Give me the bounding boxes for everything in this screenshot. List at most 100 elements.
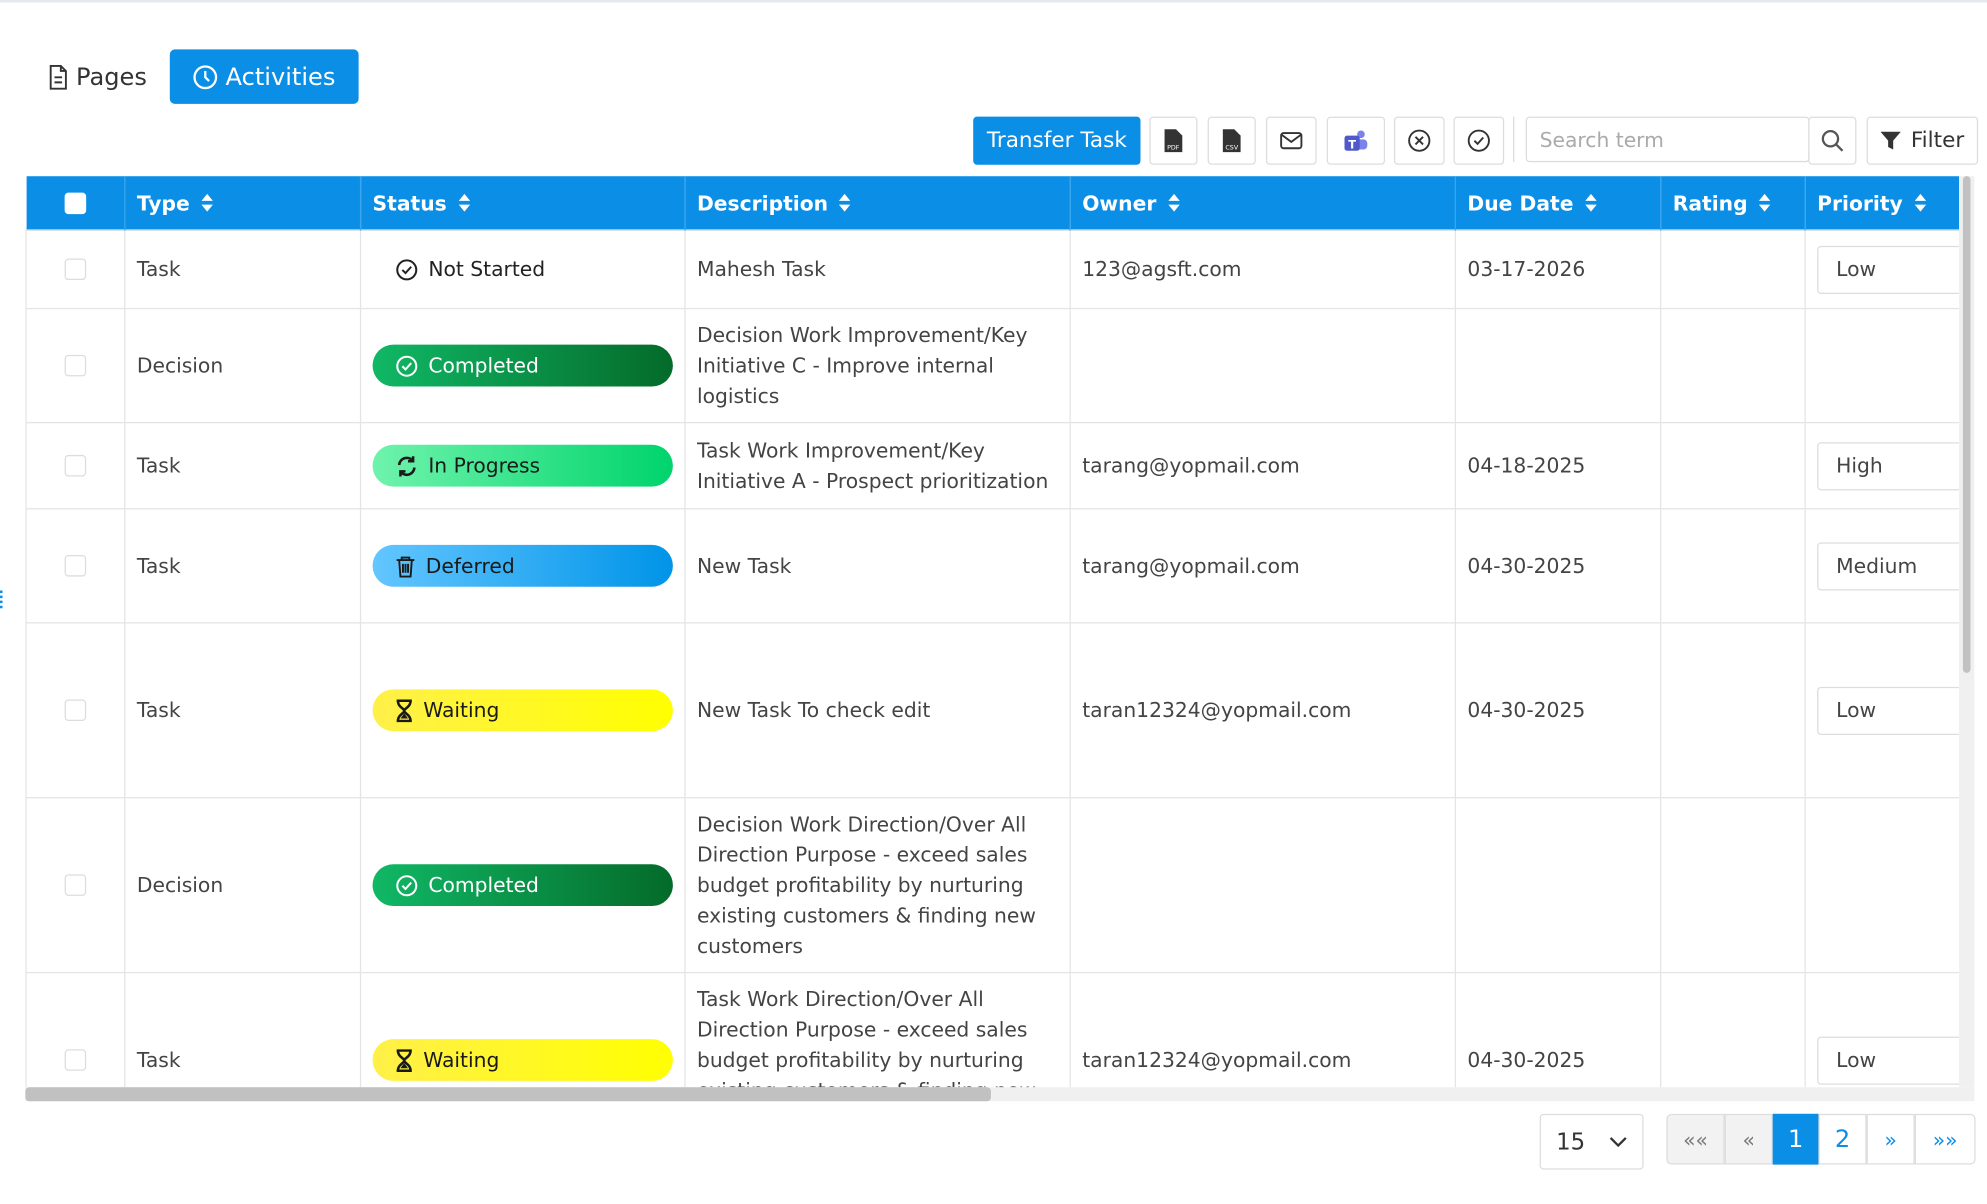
type-cell: Decision [124,307,362,424]
row-select[interactable] [25,229,126,310]
column-header[interactable]: Owner [1070,176,1457,230]
select-all[interactable] [25,176,126,230]
search-input[interactable]: Search term [1525,116,1810,163]
pager-button[interactable]: » [1866,1113,1915,1165]
status-cell: In Progress [359,421,686,510]
type-cell: Task [124,421,362,510]
activities-table: Type Status Description Owner Due Date Rating… [25,176,1960,1088]
cancel-button[interactable] [1393,116,1445,165]
status-cell: Waiting [359,622,686,799]
rating-cell [1660,307,1806,424]
header-label: Description [696,190,829,215]
description: New Task To check edit [696,697,931,722]
row-select[interactable] [25,421,126,510]
owner-cell: taran12324@yopmail.com [1069,622,1457,799]
status-label: Deferred [425,553,515,578]
status-cell: Completed [359,307,686,424]
priority: High [1836,453,1883,478]
complete-button[interactable] [1453,116,1505,165]
row-select[interactable] [25,622,126,799]
owner-cell [1069,797,1457,974]
side-handle [0,590,6,609]
priority-select[interactable]: Low [1817,686,1959,735]
type-cell: Decision [124,797,362,974]
priority-select[interactable]: High [1817,441,1959,490]
column-header[interactable]: Due Date [1455,176,1662,230]
filter-button[interactable]: Filter [1866,116,1979,165]
description-cell: Decision Work Direction/Over All Directi… [684,797,1071,974]
description-cell: New Task To check edit [684,622,1071,799]
description-cell: Decision Work Improvement/Key Initiative… [684,307,1071,424]
owner-cell: 123@agsft.com [1069,229,1457,310]
description-cell: Task Work Direction/Over All Direction P… [684,971,1071,1088]
table-row: Task Waiting New Task To check edit taran12… [25,622,1960,799]
description: Task Work Improvement/Key Initiative A -… [696,437,1049,493]
header-label: Due Date [1467,190,1574,215]
owner-cell: tarang@yopmail.com [1069,421,1457,510]
row-select[interactable] [25,307,126,424]
description-cell: Task Work Improvement/Key Initiative A -… [684,421,1071,510]
description: New Task [696,553,792,578]
priority-select[interactable]: Low [1817,1035,1959,1085]
status-label: In Progress [428,453,541,478]
column-header[interactable]: Priority [1805,176,1960,230]
description: Decision Work Direction/Over All Directi… [696,811,1036,958]
pager-button[interactable]: « [1724,1113,1773,1165]
pager-button[interactable]: 2 [1818,1113,1867,1165]
teams-button[interactable]: T [1326,116,1386,165]
pager-button[interactable]: 1 [1772,1113,1819,1165]
priority-cell: Low [1804,971,1960,1088]
rating-cell [1660,797,1806,974]
svg-text:CSV: CSV [1225,145,1238,152]
header-label: Status [372,190,447,215]
transfer-task-button[interactable]: Transfer Task [973,116,1141,165]
v-scroll-track [1959,176,1975,1088]
due-date: 04-18-2025 [1467,453,1586,478]
svg-text:PDF: PDF [1167,145,1180,152]
column-header[interactable]: Status [360,176,686,230]
type-cell: Task [124,508,362,624]
h-scroll-track [25,1087,1975,1102]
due-date: 04-30-2025 [1467,1047,1586,1072]
column-header[interactable]: Description [684,176,1071,230]
priority-select[interactable]: Medium [1817,541,1959,590]
row-select[interactable] [25,971,126,1088]
priority: Low [1836,256,1877,281]
status-cell: Deferred [359,508,686,624]
owner-cell [1069,307,1457,424]
svg-text:T: T [1348,137,1356,151]
page-size-select[interactable]: 15 [1539,1113,1644,1170]
description: Task Work Direction/Over All Direction P… [696,986,1036,1088]
csv-button[interactable]: CSV [1207,116,1256,165]
pager-button[interactable]: «« [1666,1113,1725,1165]
type-cell: Task [124,229,362,310]
column-header[interactable]: Type [124,176,362,230]
email-button[interactable] [1265,116,1317,165]
priority: Low [1836,1047,1877,1072]
owner: 123@agsft.com [1082,256,1242,281]
description-cell: Mahesh Task [684,229,1071,310]
priority-cell: Low [1804,622,1960,799]
pager-button[interactable]: »» [1914,1113,1976,1165]
table-row: Decision Completed Decision Work Improveme… [25,307,1960,424]
status-label: Waiting [423,697,500,722]
owner: tarang@yopmail.com [1082,453,1300,478]
row-select[interactable] [25,797,126,974]
header-label: Priority [1817,190,1903,215]
search-button[interactable] [1808,116,1857,165]
pdf-button[interactable]: PDF [1149,116,1198,165]
page-size: 15 [1556,1128,1586,1156]
priority-select[interactable]: Low [1817,245,1959,294]
due-date: 04-30-2025 [1467,553,1586,578]
top-border [0,0,1987,3]
table-row: Task Waiting Task Work Direction/Over All … [25,971,1960,1088]
description: Decision Work Improvement/Key Initiative… [696,322,1028,408]
table: Type Status Description Owner Due Date Rating… [25,176,1960,1088]
column-header[interactable]: Rating [1660,176,1806,230]
tab-label: Activities [225,62,336,91]
status-label: Waiting [423,1047,500,1072]
tab-activities[interactable]: Activities [169,49,359,104]
tab-pages[interactable]: Pages [25,49,169,103]
row-select[interactable] [25,508,126,624]
due-date-cell: 04-30-2025 [1454,622,1662,799]
